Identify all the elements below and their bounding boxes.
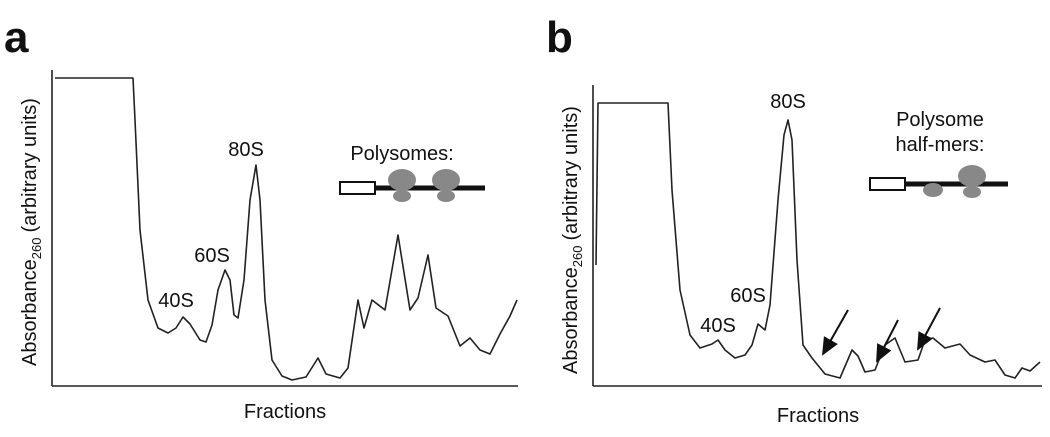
arrows xyxy=(822,307,941,363)
y-label-suffix: (arbitrary units) xyxy=(560,106,582,240)
peak-label: 60S xyxy=(194,245,230,267)
peak-label: 40S xyxy=(700,315,736,337)
y-label-text: Absorbance xyxy=(560,267,582,374)
legend-text: Polysomes: xyxy=(350,143,453,165)
trace xyxy=(595,102,1041,379)
x-axis-label: Fractions xyxy=(777,405,859,427)
y-axis-label: Absorbance260 (arbitrary units) xyxy=(19,98,44,366)
y-label-subscript: 260 xyxy=(570,246,585,268)
half-mer-icon xyxy=(869,165,1008,198)
polysome-icon xyxy=(339,169,485,202)
peak-label: 60S xyxy=(730,285,766,307)
peak-label: 80S xyxy=(770,91,806,113)
x-axis-label: Fractions xyxy=(244,401,326,423)
y-axis-label: Absorbance260 (arbitrary units) xyxy=(560,106,585,374)
trace xyxy=(55,77,518,381)
peak-label: 80S xyxy=(228,139,264,161)
legend-text: Polysome xyxy=(896,109,984,131)
y-label-text: Absorbance xyxy=(19,259,41,366)
panel-label: a xyxy=(4,13,29,62)
panel-a: a Absorbance260 (arbitrary units) Fractio… xyxy=(4,13,518,423)
peak-label: 40S xyxy=(158,290,194,312)
panel-label: b xyxy=(546,13,573,62)
y-label-subscript: 260 xyxy=(29,238,44,260)
legend-text: half-mers: xyxy=(896,134,985,156)
y-label-suffix: (arbitrary units) xyxy=(19,98,41,232)
panel-b: b Absorbance260 (arbitrary units) Fractio… xyxy=(546,13,1042,427)
